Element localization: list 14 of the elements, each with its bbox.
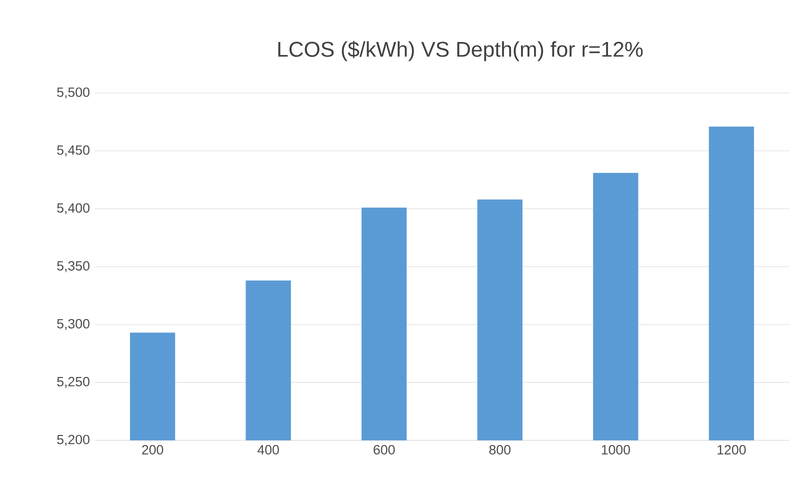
y-tick-label: 5,500: [57, 87, 90, 99]
chart-title: LCOS ($/kWh) VS Depth(m) for r=12%: [278, 40, 643, 62]
x-tick-label: 1000: [602, 445, 630, 454]
x-tick-label: 1200: [718, 445, 746, 454]
x-tick-label: 400: [258, 445, 279, 454]
x-tick-label: 600: [374, 445, 395, 454]
x-tick-label: 800: [489, 445, 510, 454]
y-tick-label: 5,350: [57, 261, 90, 272]
y-tick-label: 5,450: [57, 145, 90, 156]
y-tick-label: 5,250: [57, 376, 90, 388]
x-tick-label: 200: [142, 445, 164, 454]
y-tick-label: 5,400: [57, 203, 90, 214]
y-tick-label: 5,300: [57, 319, 90, 330]
y-tick-label: 5,200: [57, 434, 90, 446]
